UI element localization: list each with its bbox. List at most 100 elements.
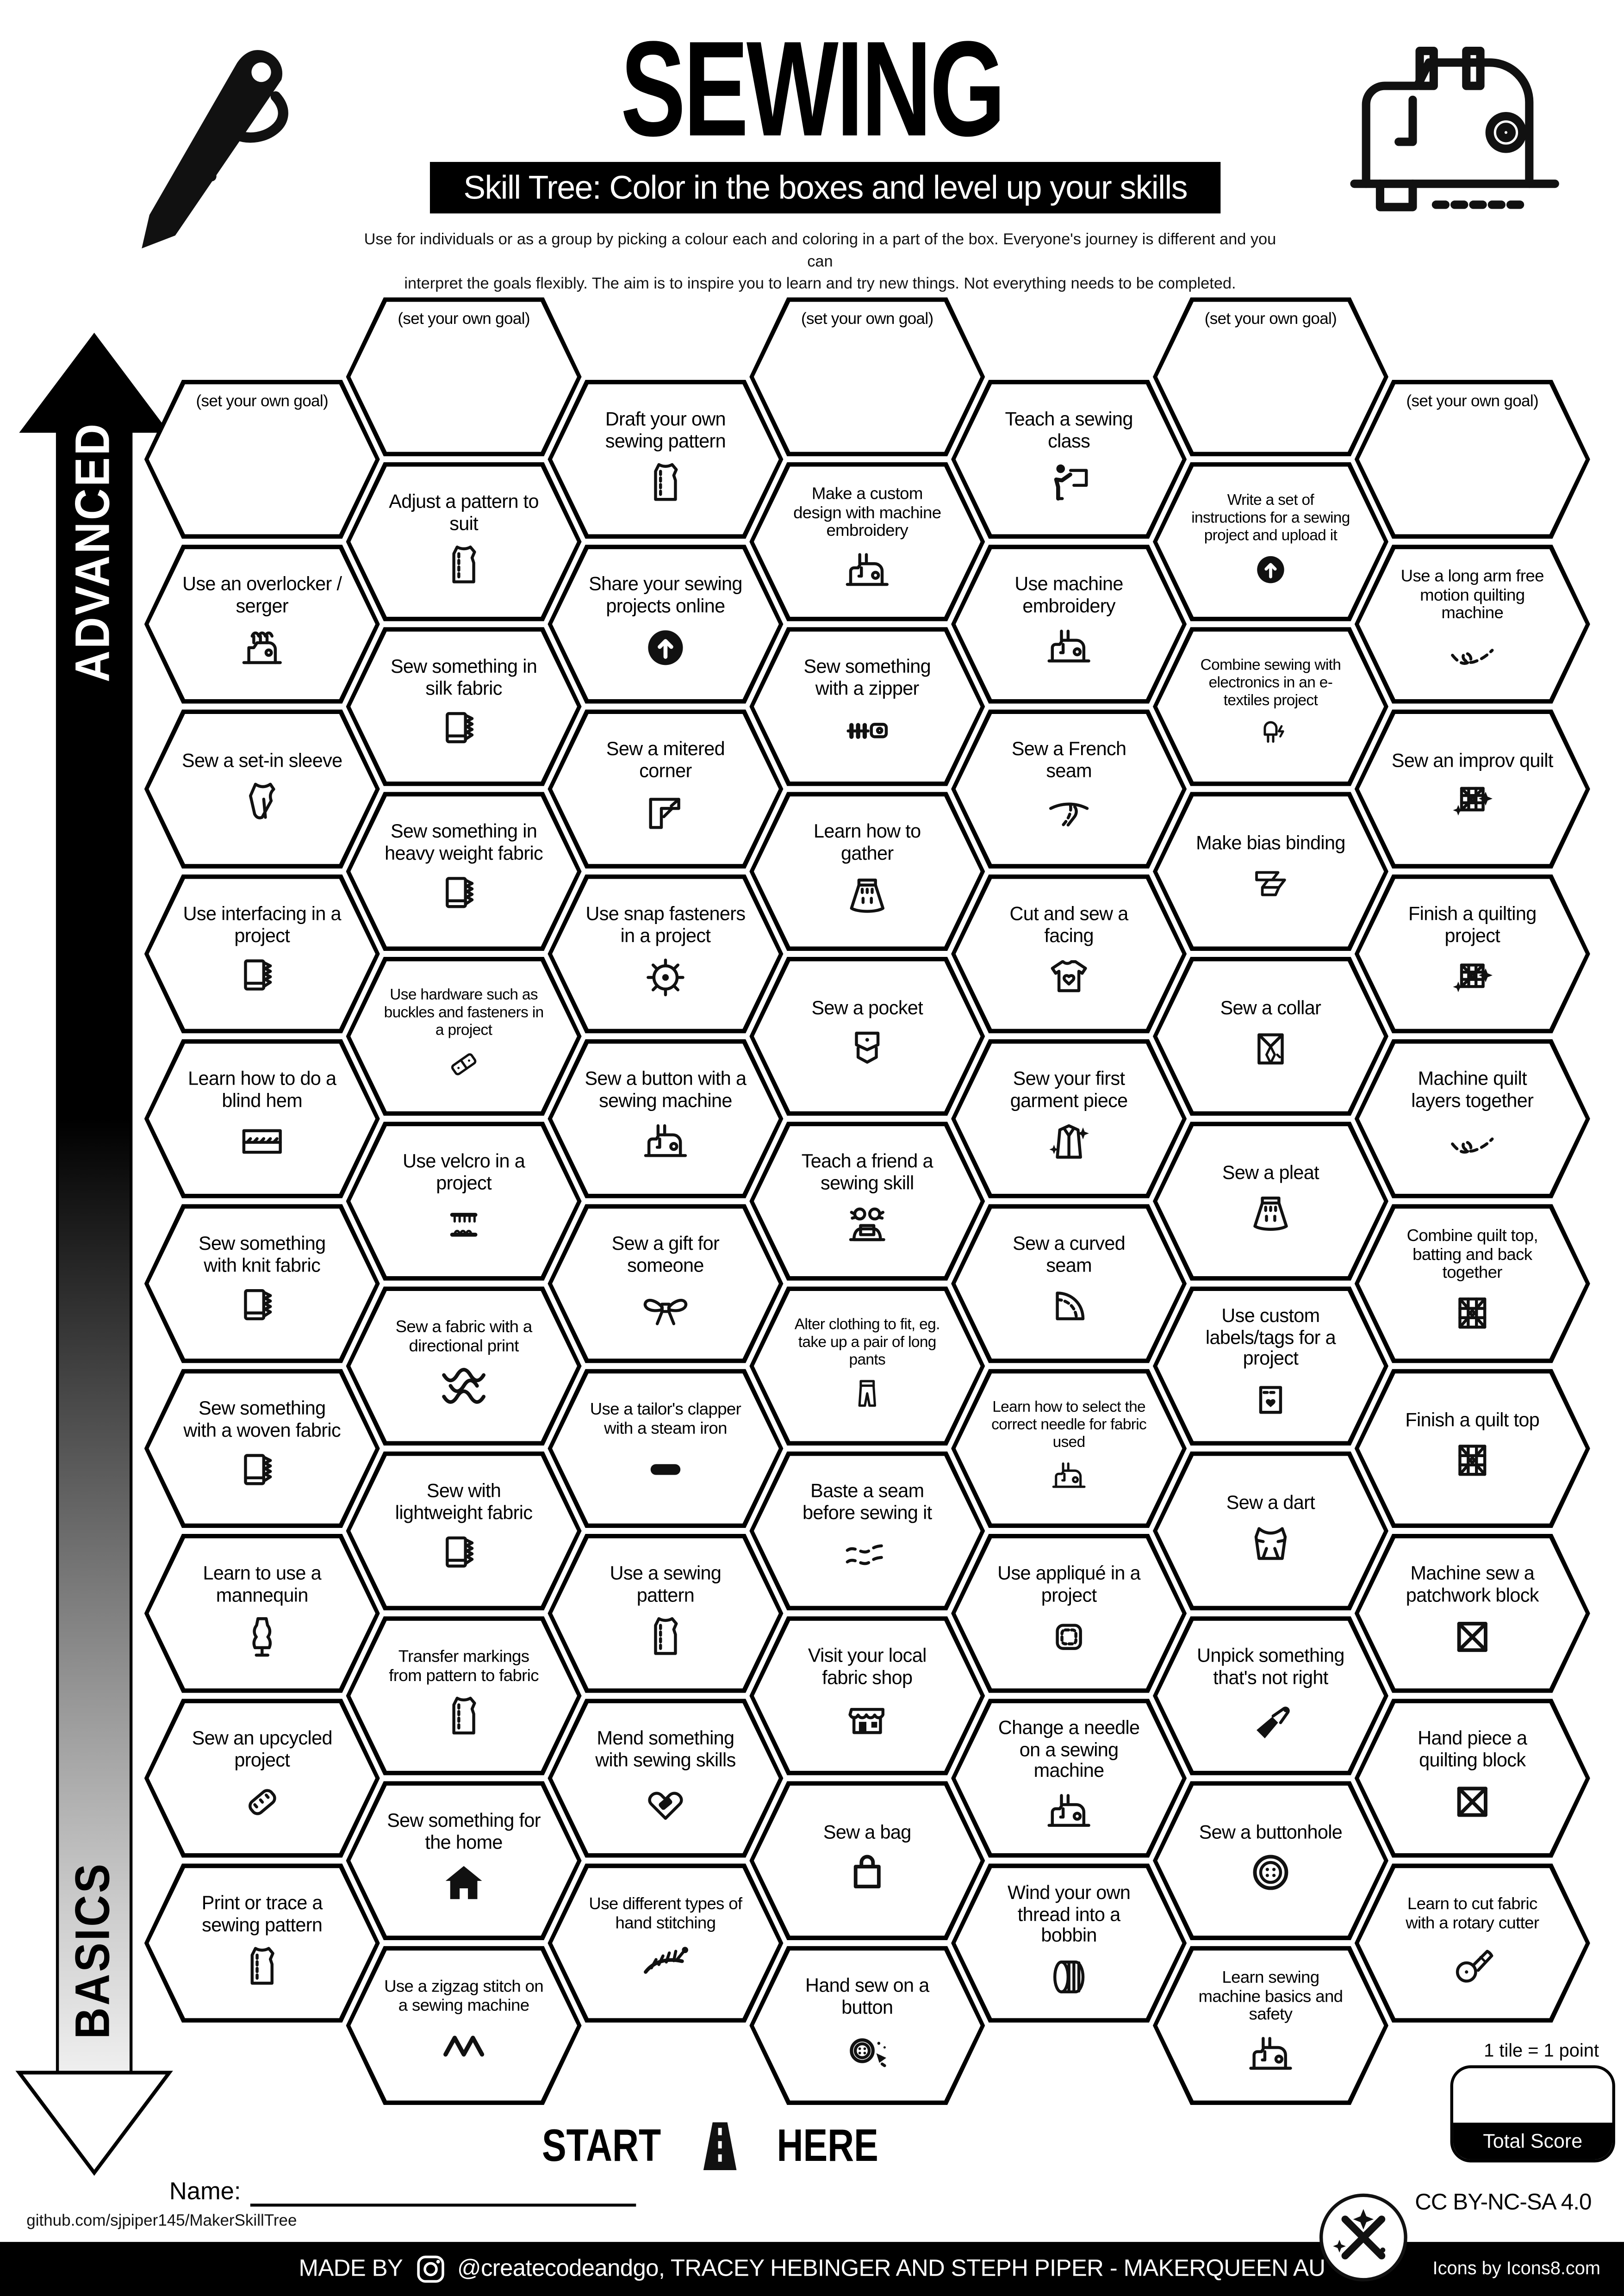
hex-tile[interactable]: Use appliqué in a project xyxy=(951,1533,1187,1693)
hex-tile[interactable]: Learn how to do a blind hem xyxy=(144,1039,380,1198)
here-label: HERE xyxy=(777,2120,878,2172)
hex-tile[interactable]: (set your own goal) xyxy=(346,297,582,457)
hex-tile-surface: Hand piece a quilting block xyxy=(1359,1703,1586,1854)
hex-tile[interactable]: Use a zigzag stitch on a sewing machine xyxy=(346,1946,582,2105)
friends-icon xyxy=(841,1198,894,1251)
hex-tile[interactable]: Adjust a pattern to suit xyxy=(346,462,582,621)
serger-icon xyxy=(236,621,289,674)
hex-tile[interactable]: Sew an upcycled project xyxy=(144,1699,380,1858)
hex-tile[interactable]: Draft your own sewing pattern xyxy=(548,379,784,539)
hex-tile[interactable]: Machine quilt layers together xyxy=(1354,1039,1590,1198)
hex-tile[interactable]: Sew an improv quilt xyxy=(1354,709,1590,869)
hex-tile[interactable]: Sew a pleat xyxy=(1152,1122,1388,1281)
hex-tile[interactable]: Cut and sew a facing xyxy=(951,874,1187,1034)
hex-tile[interactable]: Learn sewing machine basics and safety xyxy=(1152,1946,1388,2105)
fabric-icon xyxy=(236,1280,289,1333)
hex-tile[interactable]: Sew a gift for someone xyxy=(548,1204,784,1363)
hex-tile-surface: Sew something with a zipper xyxy=(753,631,981,782)
machine-icon xyxy=(1042,621,1095,674)
hex-tile[interactable]: Sew with lightweight fabric xyxy=(346,1451,582,1611)
hex-tile-surface: Wind your own thread into a bobbin xyxy=(955,1868,1182,2018)
hex-tile[interactable]: Print or trace a sewing pattern xyxy=(144,1863,380,2023)
hex-tile-surface: Sew with lightweight fabric xyxy=(350,1456,578,1606)
hex-tile[interactable]: Sew a set-in sleeve xyxy=(144,709,380,869)
hex-tile[interactable]: Learn how to gather xyxy=(749,792,985,951)
hex-tile[interactable]: Alter clothing to fit, eg. take up a pai… xyxy=(749,1286,985,1446)
hex-tile[interactable]: Sew something with a woven fabric xyxy=(144,1369,380,1528)
hex-tile[interactable]: Share your sewing projects online xyxy=(548,545,784,704)
patch-icon xyxy=(236,1775,289,1828)
hex-tile[interactable]: Visit your local fabric shop xyxy=(749,1616,985,1775)
hex-tile[interactable]: Use velcro in a project xyxy=(346,1122,582,1281)
hex-tile[interactable]: Learn to cut fabric with a rotary cutter xyxy=(1354,1863,1590,2023)
hex-tile[interactable]: Sew something for the home xyxy=(346,1781,582,1940)
hex-tile-surface: Use a sewing pattern xyxy=(552,1538,779,1688)
hex-tile[interactable]: Sew something in silk fabric xyxy=(346,627,582,786)
machine-icon xyxy=(1244,2029,1297,2082)
hex-tile[interactable]: Use machine embroidery xyxy=(951,545,1187,704)
hex-tile[interactable]: Sew a collar xyxy=(1152,956,1388,1116)
hex-tile[interactable]: Baste a seam before sewing it xyxy=(749,1451,985,1611)
hex-tile[interactable]: (set your own goal) xyxy=(144,379,380,539)
hex-tile[interactable]: Sew a dart xyxy=(1152,1451,1388,1611)
hex-tile-surface: Cut and sew a facing xyxy=(955,879,1182,1029)
hex-tile-surface: Mend something with sewing skills xyxy=(552,1703,779,1854)
hex-tile[interactable]: (set your own goal) xyxy=(1152,297,1388,457)
hex-label: Sew a curved seam xyxy=(1013,1233,1126,1277)
hex-tile[interactable]: Use snap fasteners in a project xyxy=(548,874,784,1034)
hex-tile[interactable]: Sew a pocket xyxy=(749,956,985,1116)
hex-tile[interactable]: Sew a button with a sewing machine xyxy=(548,1039,784,1198)
hex-tile[interactable]: Use an overlocker / serger xyxy=(144,545,380,704)
hex-tile[interactable]: Make bias binding xyxy=(1152,792,1388,951)
hex-tile-surface: Sew a dart xyxy=(1157,1456,1384,1606)
hex-tile[interactable]: Sew something with knit fabric xyxy=(144,1204,380,1363)
hex-tile[interactable]: Use a tailor's clapper with a steam iron xyxy=(548,1369,784,1528)
hex-tile[interactable]: (set your own goal) xyxy=(1354,379,1590,539)
hex-tile[interactable]: Sew a buttonhole xyxy=(1152,1781,1388,1940)
hex-tile[interactable]: Use custom labels/tags for a project xyxy=(1152,1286,1388,1446)
hex-tile[interactable]: Use a long arm free motion quilting mach… xyxy=(1354,545,1590,704)
hex-tile-surface: Sew your first garment piece xyxy=(955,1043,1182,1194)
hex-tile[interactable]: Transfer markings from pattern to fabric xyxy=(346,1616,582,1775)
hex-tile[interactable]: Sew your first garment piece xyxy=(951,1039,1187,1198)
hex-tile[interactable]: Sew a mitered corner xyxy=(548,709,784,869)
hex-tile[interactable]: Use interfacing in a project xyxy=(144,874,380,1034)
hex-tile[interactable]: Teach a friend a sewing skill xyxy=(749,1122,985,1281)
hex-tile[interactable]: Sew something in heavy weight fabric xyxy=(346,792,582,951)
hex-tile[interactable]: Change a needle on a sewing machine xyxy=(951,1699,1187,1858)
pattern-icon xyxy=(639,1610,692,1663)
hex-label: Sew something in heavy weight fabric xyxy=(385,820,543,864)
name-input[interactable] xyxy=(249,2186,636,2207)
hex-tile[interactable]: Sew a bag xyxy=(749,1781,985,1940)
hex-tile[interactable]: Mend something with sewing skills xyxy=(548,1699,784,1858)
pattern-icon xyxy=(437,538,491,591)
hex-tile[interactable]: Wind your own thread into a bobbin xyxy=(951,1863,1187,2023)
hex-tile[interactable]: Teach a sewing class xyxy=(951,379,1187,539)
hex-tile[interactable]: Unpick something that's not right xyxy=(1152,1616,1388,1775)
hex-tile[interactable]: Hand piece a quilting block xyxy=(1354,1699,1590,1858)
hex-tile[interactable]: Finish a quilt top xyxy=(1354,1369,1590,1528)
hex-tile[interactable]: Use a sewing pattern xyxy=(548,1533,784,1693)
hex-tile[interactable]: Make a custom design with machine embroi… xyxy=(749,462,985,621)
hex-tile[interactable]: Use hardware such as buckles and fastene… xyxy=(346,956,582,1116)
hex-tile[interactable]: Learn how to select the correct needle f… xyxy=(951,1369,1187,1528)
hex-tile[interactable]: Write a set of instructions for a sewing… xyxy=(1152,462,1388,621)
hex-tile[interactable]: Machine sew a patchwork block xyxy=(1354,1533,1590,1693)
hex-tile[interactable]: Learn to use a mannequin xyxy=(144,1533,380,1693)
hex-tile[interactable]: Sew something with a zipper xyxy=(749,627,985,786)
hex-tile[interactable]: (set your own goal) xyxy=(749,297,985,457)
quilt-icon xyxy=(1446,1287,1499,1340)
hex-tile[interactable]: Hand sew on a button xyxy=(749,1946,985,2105)
hex-tile-surface: Adjust a pattern to suit xyxy=(350,466,578,617)
hex-tile[interactable]: Finish a quilting project xyxy=(1354,874,1590,1034)
hex-tile[interactable]: Combine sewing with electronics in an e-… xyxy=(1152,627,1388,786)
hex-tile[interactable]: Sew a fabric with a directional print xyxy=(346,1286,582,1446)
mannequin-icon xyxy=(236,1610,289,1663)
hex-tile[interactable]: Sew a curved seam xyxy=(951,1204,1187,1363)
hex-tile[interactable]: Sew a French seam xyxy=(951,709,1187,869)
arrow-up-head xyxy=(19,332,169,433)
free-motion-icon xyxy=(1446,627,1499,681)
hex-tile[interactable]: Combine quilt top, batting and back toge… xyxy=(1354,1204,1590,1363)
hex-tile[interactable]: Use different types of hand stitching xyxy=(548,1863,784,2023)
total-score-input[interactable] xyxy=(1453,2068,1612,2123)
